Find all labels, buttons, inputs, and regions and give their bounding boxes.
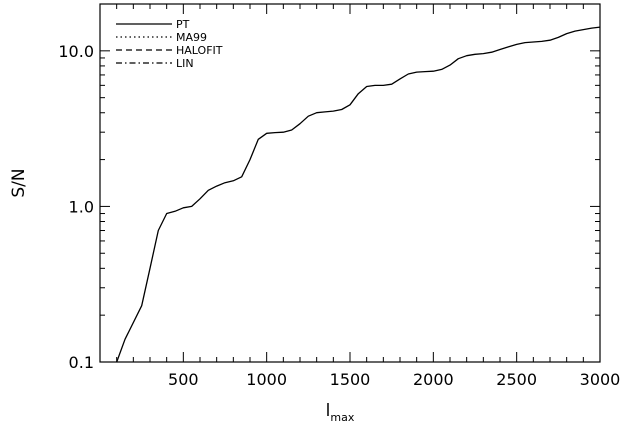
x-axis-label-subscript: max bbox=[330, 411, 354, 424]
legend-label-ma99: MA99 bbox=[176, 31, 207, 44]
x-axis-label: lmax bbox=[326, 401, 355, 424]
y-tick-label: 10.0 bbox=[58, 42, 94, 61]
x-tick-label: 1500 bbox=[330, 370, 371, 389]
series-layer bbox=[116, 26, 601, 363]
axis-ticks: 500 1000 1500 2000 2500 3000 0.1 1.0 10.0 bbox=[58, 4, 620, 389]
x-tick-label: 2500 bbox=[496, 370, 537, 389]
series-line-pt bbox=[116, 26, 601, 363]
y-tick-label: 0.1 bbox=[69, 353, 94, 372]
y-axis-label: S/N bbox=[9, 168, 29, 197]
legend-label-halofit: HALOFIT bbox=[176, 44, 223, 57]
x-tick-label: 3000 bbox=[580, 370, 621, 389]
x-tick-label: 500 bbox=[168, 370, 199, 389]
legend-label-pt: PT bbox=[176, 18, 190, 31]
plot-frame bbox=[99, 3, 601, 363]
y-tick-label: 1.0 bbox=[69, 197, 94, 216]
x-tick-label: 2000 bbox=[413, 370, 454, 389]
legend-label-lin: LIN bbox=[176, 57, 194, 70]
x-tick-label: 1000 bbox=[246, 370, 287, 389]
